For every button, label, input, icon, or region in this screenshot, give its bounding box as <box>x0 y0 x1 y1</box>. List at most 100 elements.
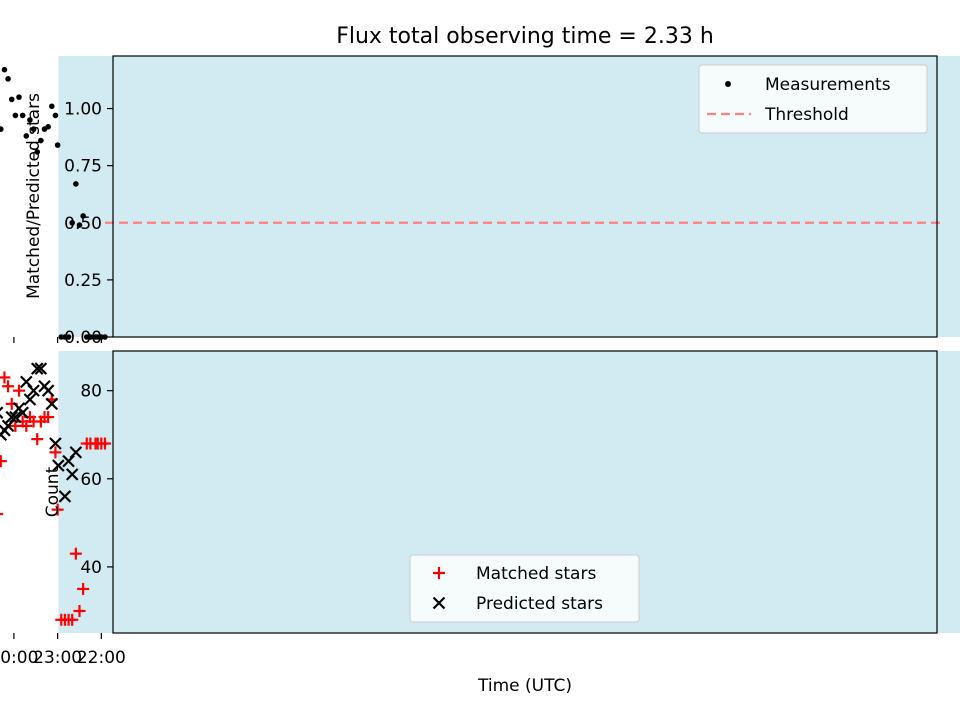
predicted-star-point-b <box>65 468 79 481</box>
top-y-axis-label: Matched/Predicted stars <box>24 93 44 299</box>
x-axis-label: Time (UTC) <box>477 676 572 696</box>
measurement-point <box>23 133 30 139</box>
predicted-star-point-b <box>5 410 19 424</box>
measurement-point <box>54 142 61 148</box>
top-y-tick-label: 0.50 <box>64 214 102 234</box>
matched-star-point <box>77 582 90 595</box>
chart-title: Flux total observing time = 2.33 h <box>336 24 714 49</box>
predicted-star-point-b <box>30 362 44 375</box>
predicted-star-point-b <box>62 454 75 468</box>
matched-star-point <box>49 446 62 459</box>
measurement-point <box>69 219 76 226</box>
matched-star-point <box>80 437 93 450</box>
legend-measurements-marker <box>725 81 731 87</box>
predicted-star-point-a <box>0 413 4 419</box>
legend-predicted-cross <box>432 596 446 610</box>
predicted-star-point-b <box>45 397 59 411</box>
matched-star-point <box>69 547 82 560</box>
predicted-star-point-b <box>34 362 48 375</box>
measurement-point <box>1 66 8 73</box>
predicted-star-point <box>52 459 65 472</box>
measurement-point <box>76 222 83 228</box>
bottom-plot-frame <box>112 350 938 634</box>
measurement-point <box>41 126 48 132</box>
measurement-point <box>27 117 33 123</box>
x-tick-label: 22:00 <box>77 648 126 668</box>
legend-predicted-marker <box>432 596 446 610</box>
matched-star-point <box>51 503 64 516</box>
legend-matched-label: Matched stars <box>476 564 596 584</box>
legend-matched-marker <box>433 567 445 579</box>
matched-star-point <box>55 613 68 626</box>
measurement-point <box>34 149 41 155</box>
matched-star-point <box>0 512 4 516</box>
predicted-star-point <box>34 362 48 375</box>
top-y-axis: 0.00 0.25 0.50 0.75 1.00 <box>64 100 113 348</box>
top-y-tick-label: 1.00 <box>64 100 102 120</box>
matched-star-point <box>31 433 44 446</box>
predicted-star-point <box>5 410 19 424</box>
x-tick-label: 23:00 <box>33 648 82 668</box>
predicted-star-point-b <box>0 428 8 438</box>
top-y-tick-label: 0.25 <box>64 271 102 291</box>
legend-predicted-cross-b <box>432 596 446 610</box>
measurement-point <box>80 213 86 219</box>
bottom-y-tick-label: 60 <box>80 470 102 490</box>
measurement-point <box>30 126 37 132</box>
legend-predicted-label: Predicted stars <box>476 594 603 614</box>
measurement-point <box>8 96 15 103</box>
matched-star-point <box>0 455 7 468</box>
legend-matched-plus <box>433 567 445 579</box>
predicted-star-point-b <box>27 384 40 397</box>
top-panel: 0.00 0.25 0.50 0.75 1.00 Matched/Predicted s… <box>0 55 960 348</box>
measurement-point <box>52 112 59 119</box>
measurement-point <box>19 112 26 119</box>
measurement-point <box>5 76 11 82</box>
predicted-star-point <box>30 362 44 375</box>
predicted-star-point-b <box>58 490 72 503</box>
predicted-star-point <box>49 437 62 450</box>
predicted-star-point <box>23 393 37 406</box>
measurement-point <box>0 126 4 132</box>
measurement-point <box>16 94 22 100</box>
predicted-star-point-b <box>20 375 33 389</box>
predicted-star-point <box>45 397 59 411</box>
matched-star-point <box>0 371 11 384</box>
predicted-star-point <box>62 454 75 468</box>
measurement-point <box>49 103 55 110</box>
bottom-legend-box <box>409 554 640 623</box>
matched-star-point <box>13 384 26 397</box>
matched-star-point <box>73 604 86 617</box>
predicted-star-point <box>20 375 33 389</box>
bottom-y-tick-label: 80 <box>80 382 102 402</box>
measurement-point <box>92 334 99 340</box>
predicted-star-point-b <box>49 437 62 450</box>
predicted-star-point <box>0 428 8 441</box>
top-y-tick-label: 0.00 <box>64 328 102 348</box>
count-points <box>0 362 111 626</box>
legend-threshold-label: Threshold <box>764 105 849 125</box>
bottom-y-axis-label: Count <box>43 466 63 517</box>
predicted-star-point-b <box>52 459 65 472</box>
predicted-star-point-b <box>23 393 37 406</box>
measurement-point <box>38 137 44 144</box>
bottom-y-axis: 40 60 80 <box>80 382 113 578</box>
predicted-star-point <box>58 490 72 503</box>
x-tick-label: 00:00 <box>0 648 38 668</box>
predicted-star-point <box>0 406 4 419</box>
measurement-point <box>73 181 79 187</box>
predicted-star-point-b <box>0 406 4 412</box>
legend-measurements-label: Measurements <box>765 75 891 95</box>
measurement-point <box>83 334 90 340</box>
bottom-legend: Matched stars Predicted stars <box>409 554 640 623</box>
measurement-point <box>12 112 19 119</box>
top-legend-box <box>698 64 928 134</box>
matched-star-point <box>2 380 15 393</box>
top-plot-frame <box>112 55 938 338</box>
bottom-y-tick-label: 40 <box>80 558 102 578</box>
measurement-point <box>58 334 65 340</box>
top-y-tick-label: 0.75 <box>64 157 102 177</box>
